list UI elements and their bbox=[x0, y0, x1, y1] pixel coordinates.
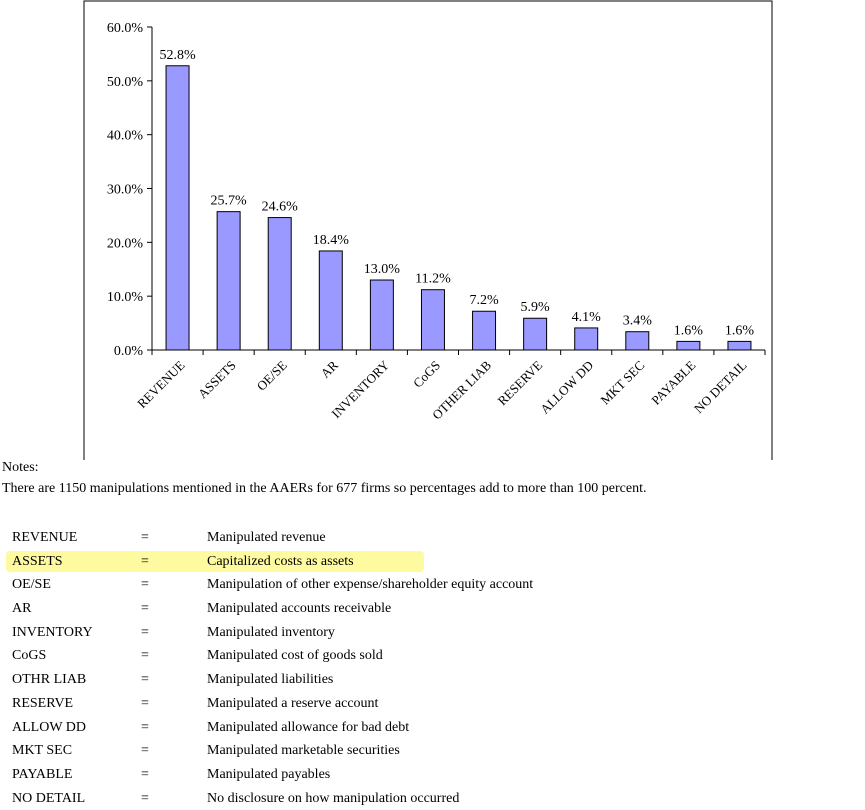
y-tick-label: 30.0% bbox=[107, 183, 144, 198]
legend-code: PAYABLE bbox=[12, 766, 73, 782]
legend-equals: = bbox=[141, 672, 149, 688]
data-label: 18.4% bbox=[313, 233, 350, 248]
legend-row: PAYABLE = Manipulated payables bbox=[0, 763, 865, 787]
bar-other-liab bbox=[472, 310, 497, 351]
data-label: 5.9% bbox=[521, 300, 551, 315]
legend-code: RESERVE bbox=[12, 695, 74, 711]
legend-code: OTHR LIAB bbox=[12, 672, 87, 688]
legend-row: OE/SE = Manipulation of other expense/shar… bbox=[0, 573, 865, 597]
data-label: 1.6% bbox=[674, 323, 704, 338]
legend-equals: = bbox=[141, 577, 149, 593]
legend-code: AR bbox=[12, 601, 32, 617]
legend-equals: = bbox=[141, 530, 149, 545]
bar-cogs bbox=[420, 289, 445, 351]
data-label: 1.6% bbox=[725, 323, 755, 338]
bar-reserve bbox=[523, 317, 548, 351]
bar-no-detail bbox=[727, 340, 752, 351]
legend-row: INVENTORY = Manipulated inventory bbox=[0, 621, 865, 645]
y-tick-label: 40.0% bbox=[107, 129, 144, 144]
legend-row: REVENUE = Manipulated revenue bbox=[0, 526, 865, 550]
y-tick-label: 60.0% bbox=[107, 21, 144, 36]
legend-description: Manipulated accounts receivable bbox=[207, 601, 392, 617]
legend-equals: = bbox=[141, 601, 149, 617]
data-label: 11.2% bbox=[415, 272, 451, 287]
bar-oe-se bbox=[267, 217, 292, 351]
legend-row: ALLOW DD = Manipulated allowance for bad d… bbox=[0, 716, 865, 740]
legend-row: MKT SEC = Manipulated marketable securitie… bbox=[0, 739, 865, 763]
bar-payable bbox=[676, 340, 701, 351]
notes-text: There are 1150 manipulations mentioned i… bbox=[2, 481, 647, 496]
legend-description: Manipulated cost of goods sold bbox=[207, 648, 383, 664]
y-tick-label: 10.0% bbox=[107, 290, 144, 305]
legend-description: Manipulated payables bbox=[207, 766, 331, 782]
legend-description: Manipulated revenue bbox=[207, 530, 326, 545]
legend-row: CoGS = Manipulated cost of goods sold bbox=[0, 644, 865, 668]
legend-code: ASSETS bbox=[12, 553, 63, 569]
legend-row: AR = Manipulated accounts receivable bbox=[0, 597, 865, 621]
legend-description: Manipulated marketable securities bbox=[207, 743, 400, 759]
legend-equals: = bbox=[141, 743, 149, 759]
data-label: 25.7% bbox=[211, 194, 248, 209]
bar-chart: 0.0%10.0%20.0%30.0%40.0%50.0%60.0% REVEN… bbox=[83, 0, 773, 460]
legend-description: Manipulated inventory bbox=[207, 624, 335, 640]
legend-description: Manipulation of other expense/shareholde… bbox=[207, 577, 534, 593]
legend-description: Manipulated liabilities bbox=[207, 672, 334, 688]
legend-description: Manipulated a reserve account bbox=[207, 695, 379, 711]
data-label: 7.2% bbox=[469, 293, 499, 308]
legend-description: Capitalized costs as assets bbox=[207, 553, 354, 569]
data-label: 13.0% bbox=[364, 262, 401, 277]
bars bbox=[165, 65, 752, 351]
y-axis: 0.0% 10.0% 20.0% 30.0% 40.0% 50.0% 60.0% bbox=[107, 21, 153, 359]
legend-code: OE/SE bbox=[12, 577, 51, 593]
legend-row: RESERVE = Manipulated a reserve account bbox=[0, 692, 865, 716]
legend-equals: = bbox=[141, 624, 149, 640]
legend-row: NO DETAIL = No disclosure on how manipulat… bbox=[0, 787, 865, 810]
data-label: 24.6% bbox=[262, 200, 299, 215]
bar-assets bbox=[216, 211, 241, 351]
legend-equals: = bbox=[141, 719, 149, 735]
legend-code: INVENTORY bbox=[12, 624, 93, 640]
bar-allow-dd bbox=[574, 327, 599, 351]
data-labels: 52.8% 25.7% 24.6% 18.4% 13.0% 11.2% 7.2% 5.9% 4.… bbox=[159, 48, 754, 339]
legend-code: REVENUE bbox=[12, 530, 78, 545]
legend-code: CoGS bbox=[12, 648, 47, 664]
legend-description: No disclosure on how manipulation occurr… bbox=[207, 790, 460, 806]
data-label: 3.4% bbox=[623, 314, 653, 329]
legend-description: Manipulated allowance for bad debt bbox=[207, 719, 410, 735]
abbreviation-legend: REVENUE = Manipulated revenue ASSETS = Capita… bbox=[0, 526, 865, 810]
legend-equals: = bbox=[141, 553, 149, 569]
legend-row: ASSETS = Capitalized costs as assets bbox=[0, 550, 865, 574]
data-label: 4.1% bbox=[572, 310, 602, 325]
bar-inventory bbox=[369, 279, 394, 351]
data-label: 52.8% bbox=[159, 48, 196, 63]
notes-heading: Notes: bbox=[2, 460, 39, 475]
legend-code: ALLOW DD bbox=[12, 719, 87, 735]
bar-ar bbox=[318, 250, 343, 351]
chart-frame bbox=[83, 0, 773, 460]
legend-equals: = bbox=[141, 648, 149, 664]
legend-equals: = bbox=[141, 766, 149, 782]
y-tick-label: 20.0% bbox=[107, 236, 144, 251]
legend-equals: = bbox=[141, 695, 149, 711]
bar-revenue bbox=[165, 65, 190, 351]
legend-code: NO DETAIL bbox=[12, 790, 86, 806]
legend-code: MKT SEC bbox=[12, 743, 73, 759]
bar-mkt-sec bbox=[625, 331, 650, 351]
y-tick-label: 50.0% bbox=[107, 75, 144, 90]
y-tick-label: 0.0% bbox=[114, 344, 144, 359]
legend-equals: = bbox=[141, 790, 149, 806]
legend-row: OTHR LIAB = Manipulated liabilities bbox=[0, 668, 865, 692]
